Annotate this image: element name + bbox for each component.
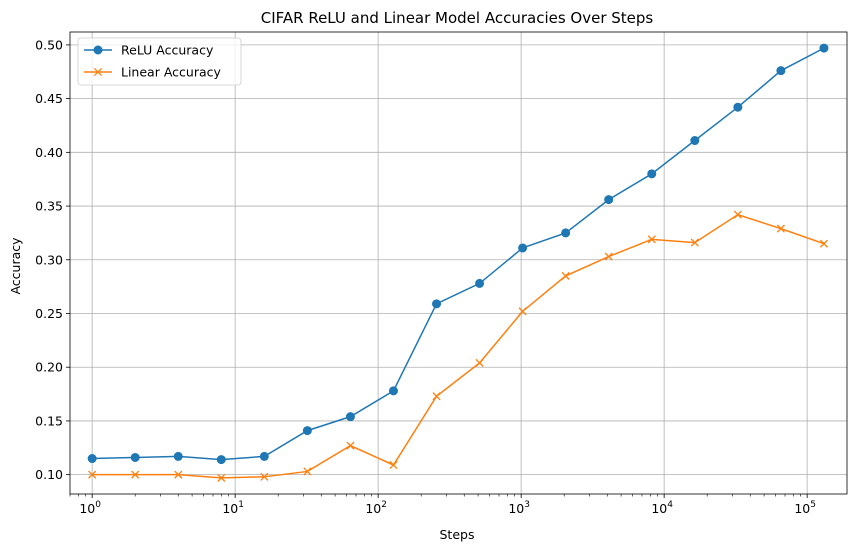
legend-label-relu-accuracy: ReLU Accuracy [121,43,214,58]
x-tick-label: 100 [79,500,101,516]
x-tick-exponent: 2 [381,500,387,510]
x-tick-exponent: 4 [667,500,673,510]
data-point-relu-accuracy [604,195,614,205]
data-point-linear-accuracy [432,392,441,401]
x-tick-exponent: 0 [95,500,101,510]
x-marker-stroke [604,252,613,261]
data-point-relu-accuracy [733,102,743,112]
x-tick-base: 10 [365,501,381,516]
data-point-linear-accuracy [819,239,829,248]
x-marker-stroke [93,67,103,77]
x-tick-label: 104 [651,500,673,516]
x-marker-stroke [432,392,441,401]
data-point-linear-accuracy [260,472,269,481]
x-marker-stroke [690,238,699,247]
data-point-linear-accuracy [690,238,699,247]
y-tick-label: 0.35 [35,199,63,214]
y-tick-label: 0.50 [35,37,63,52]
x-tick-base: 10 [794,501,810,516]
data-point-relu-accuracy [819,43,829,53]
x-tick-label: 102 [365,500,387,516]
data-point-linear-accuracy [475,358,484,367]
series-line-linear-accuracy [92,213,825,479]
data-point-relu-accuracy [776,66,786,76]
x-marker-stroke [217,473,226,482]
legend-box [77,37,242,86]
data-point-relu-accuracy [216,455,226,465]
legend-label-linear-accuracy: Linear Accuracy [121,65,221,80]
data-point-relu-accuracy [647,169,657,179]
data-point-relu-accuracy [690,136,700,146]
x-marker-stroke [475,358,484,367]
x-tick-exponent: 1 [238,500,244,510]
data-point-relu-accuracy [259,451,269,461]
series-line-relu-accuracy [92,47,825,461]
y-axis-label: Accuracy [8,237,23,295]
y-tick-label: 0.45 [35,91,63,106]
x-marker-stroke [346,441,355,450]
data-point-relu-accuracy [475,278,485,288]
x-marker-stroke [174,470,183,479]
x-tick-label: 105 [794,500,816,516]
data-point-relu-accuracy [518,243,528,253]
data-point-relu-accuracy [87,454,97,464]
x-tick-base: 10 [222,501,238,516]
legend-marker-relu-accuracy [93,45,103,55]
x-marker-stroke [88,470,97,479]
series-layer [87,43,829,482]
data-point-linear-accuracy [733,210,742,219]
legend-marker-linear-accuracy [93,67,103,77]
data-point-linear-accuracy [604,252,613,261]
data-point-linear-accuracy [217,473,226,482]
x-marker-stroke [561,271,570,280]
y-tick-label: 0.10 [35,467,63,482]
data-point-linear-accuracy [389,460,398,470]
plot-frame [69,31,848,495]
x-axis-label: Steps [440,527,475,542]
y-tick-label: 0.15 [35,413,63,428]
data-point-relu-accuracy [173,451,183,461]
x-tick-exponent: 5 [810,500,816,510]
data-point-linear-accuracy [561,271,570,280]
chart-title: CIFAR ReLU and Linear Model Accuracies O… [261,9,654,27]
data-point-linear-accuracy [131,470,140,479]
x-marker-stroke [733,210,742,219]
y-tick-label: 0.20 [35,360,63,375]
x-tick-base: 10 [79,501,95,516]
x-marker-stroke [819,239,829,248]
data-point-linear-accuracy [303,467,312,476]
x-marker-stroke [131,470,140,479]
x-marker-stroke [776,224,785,233]
data-point-linear-accuracy [518,307,527,316]
data-point-relu-accuracy [345,412,355,422]
x-tick-base: 10 [651,501,667,516]
x-tick-base: 10 [508,501,524,516]
data-point-linear-accuracy [88,470,97,479]
x-tick-label: 103 [508,500,530,516]
x-marker-stroke [260,472,269,481]
data-point-relu-accuracy [561,228,571,238]
y-tick-label: 0.40 [35,145,63,160]
data-point-linear-accuracy [776,224,785,233]
data-point-relu-accuracy [388,386,398,396]
x-marker-stroke [303,467,312,476]
x-marker-stroke [518,307,527,316]
data-point-linear-accuracy [174,470,183,479]
x-marker-stroke [647,235,656,244]
data-point-relu-accuracy [302,426,312,436]
x-tick-exponent: 3 [524,500,530,510]
data-point-linear-accuracy [647,235,656,244]
legend: ReLU Accuracy Linear Accuracy [77,37,242,86]
x-marker-stroke [389,460,398,470]
y-tick-label: 0.25 [35,306,63,321]
data-point-relu-accuracy [432,299,442,309]
y-tick-label: 0.30 [35,252,63,267]
data-point-linear-accuracy [346,441,355,450]
x-tick-label: 101 [222,500,244,516]
data-point-relu-accuracy [130,452,140,462]
